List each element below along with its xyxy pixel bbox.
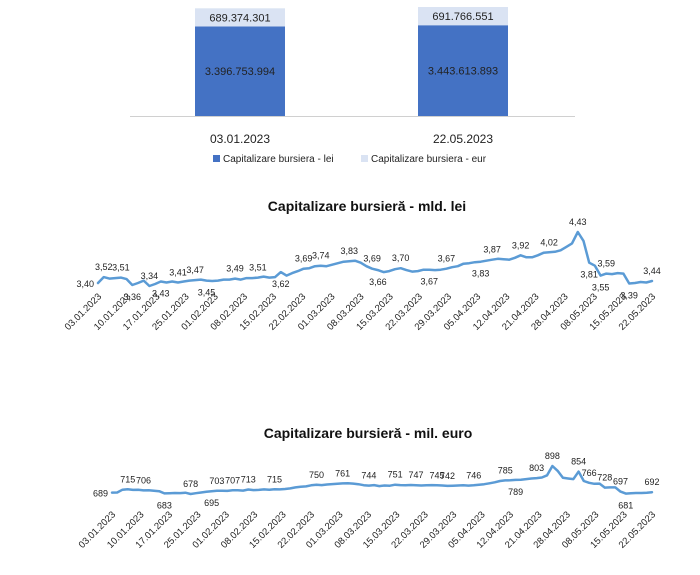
point-label: 692 bbox=[644, 477, 659, 487]
point-label: 689 bbox=[93, 489, 108, 499]
point-label: 683 bbox=[157, 500, 172, 510]
point-label: 3,44 bbox=[643, 266, 661, 276]
point-label: 707 bbox=[225, 475, 240, 485]
bar-value-label: 3.443.613.893 bbox=[428, 66, 498, 78]
chart-title: Capitalizare bursieră - mld. lei bbox=[268, 198, 466, 214]
point-label: 746 bbox=[466, 470, 481, 480]
point-label: 3,52 bbox=[95, 262, 113, 272]
point-label: 744 bbox=[361, 471, 376, 481]
bar-value-label: 691.766.551 bbox=[432, 11, 493, 23]
bar-category-label: 22.05.2023 bbox=[433, 132, 493, 146]
point-label: 3,87 bbox=[483, 245, 501, 255]
bar-segment-lei bbox=[195, 26, 285, 117]
point-label: 854 bbox=[571, 457, 586, 467]
point-label: 3,40 bbox=[76, 279, 94, 289]
point-label: 898 bbox=[545, 451, 560, 461]
point-label: 695 bbox=[204, 498, 219, 508]
point-label: 3,92 bbox=[512, 240, 530, 250]
point-label: 3,34 bbox=[141, 271, 159, 281]
series-line bbox=[110, 464, 654, 496]
point-label: 3,55 bbox=[592, 283, 610, 293]
point-label: 3,51 bbox=[112, 263, 130, 273]
point-label: 3,74 bbox=[312, 251, 330, 261]
point-label: 761 bbox=[335, 468, 350, 478]
bar-value-label: 3.396.753.994 bbox=[205, 66, 275, 78]
point-label: 703 bbox=[209, 476, 224, 486]
point-label: 751 bbox=[388, 470, 403, 480]
point-label: 3,49 bbox=[226, 264, 244, 274]
series-line bbox=[96, 230, 654, 288]
point-label: 715 bbox=[120, 474, 135, 484]
point-label: 747 bbox=[409, 470, 424, 480]
point-label: 3,59 bbox=[598, 259, 616, 269]
stacked-bar-chart: 3.396.753.994 689.374.301 03.01.2023 3.443.… bbox=[130, 7, 575, 165]
bar-segment-eur bbox=[195, 8, 285, 27]
point-label: 742 bbox=[440, 471, 455, 481]
point-label: 3,70 bbox=[392, 253, 410, 263]
point-label: 3,62 bbox=[272, 279, 290, 289]
legend-label: Capitalizare bursiera - eur bbox=[371, 154, 487, 165]
point-label: 3,39 bbox=[620, 291, 638, 301]
point-label: 3,67 bbox=[438, 254, 456, 264]
legend-label: Capitalizare bursiera - lei bbox=[223, 154, 334, 165]
bar-value-label: 689.374.301 bbox=[209, 12, 270, 24]
legend-swatch bbox=[213, 155, 220, 162]
point-label: 745 bbox=[430, 470, 445, 480]
point-label: 766 bbox=[582, 468, 597, 478]
point-label: 789 bbox=[508, 487, 523, 497]
point-label: 3,45 bbox=[198, 288, 216, 298]
point-label: 3,36 bbox=[124, 292, 142, 302]
legend-swatch bbox=[361, 155, 368, 162]
point-label: 3,83 bbox=[472, 269, 490, 279]
point-label: 785 bbox=[498, 465, 513, 475]
point-label: 3,83 bbox=[341, 246, 359, 256]
point-label: 3,51 bbox=[249, 263, 267, 273]
point-label: 3,69 bbox=[295, 254, 313, 264]
point-label: 3,66 bbox=[369, 277, 387, 287]
bar-segment-eur bbox=[418, 7, 508, 26]
point-label: 678 bbox=[183, 479, 198, 489]
point-label: 4,43 bbox=[569, 217, 587, 227]
bar-category-label: 03.01.2023 bbox=[210, 132, 270, 146]
line-chart-lei: Capitalizare bursieră - mld. lei 3,403,52… bbox=[63, 198, 661, 333]
point-label: 3,41 bbox=[169, 268, 187, 278]
point-label: 3,81 bbox=[580, 270, 598, 280]
point-label: 3,43 bbox=[152, 289, 170, 299]
point-label: 3,69 bbox=[363, 254, 381, 264]
point-label: 715 bbox=[267, 474, 282, 484]
point-label: 713 bbox=[241, 475, 256, 485]
point-label: 750 bbox=[309, 470, 324, 480]
bar-segment-lei bbox=[418, 25, 508, 117]
point-label: 3,67 bbox=[420, 277, 438, 287]
point-label: 4,02 bbox=[540, 237, 558, 247]
point-label: 803 bbox=[529, 463, 544, 473]
point-label: 706 bbox=[136, 475, 151, 485]
point-label: 681 bbox=[618, 501, 633, 511]
chart-title: Capitalizare bursieră - mil. euro bbox=[264, 425, 473, 441]
point-label: 697 bbox=[613, 477, 628, 487]
point-label: 728 bbox=[597, 473, 612, 483]
point-label: 3,47 bbox=[186, 265, 204, 275]
